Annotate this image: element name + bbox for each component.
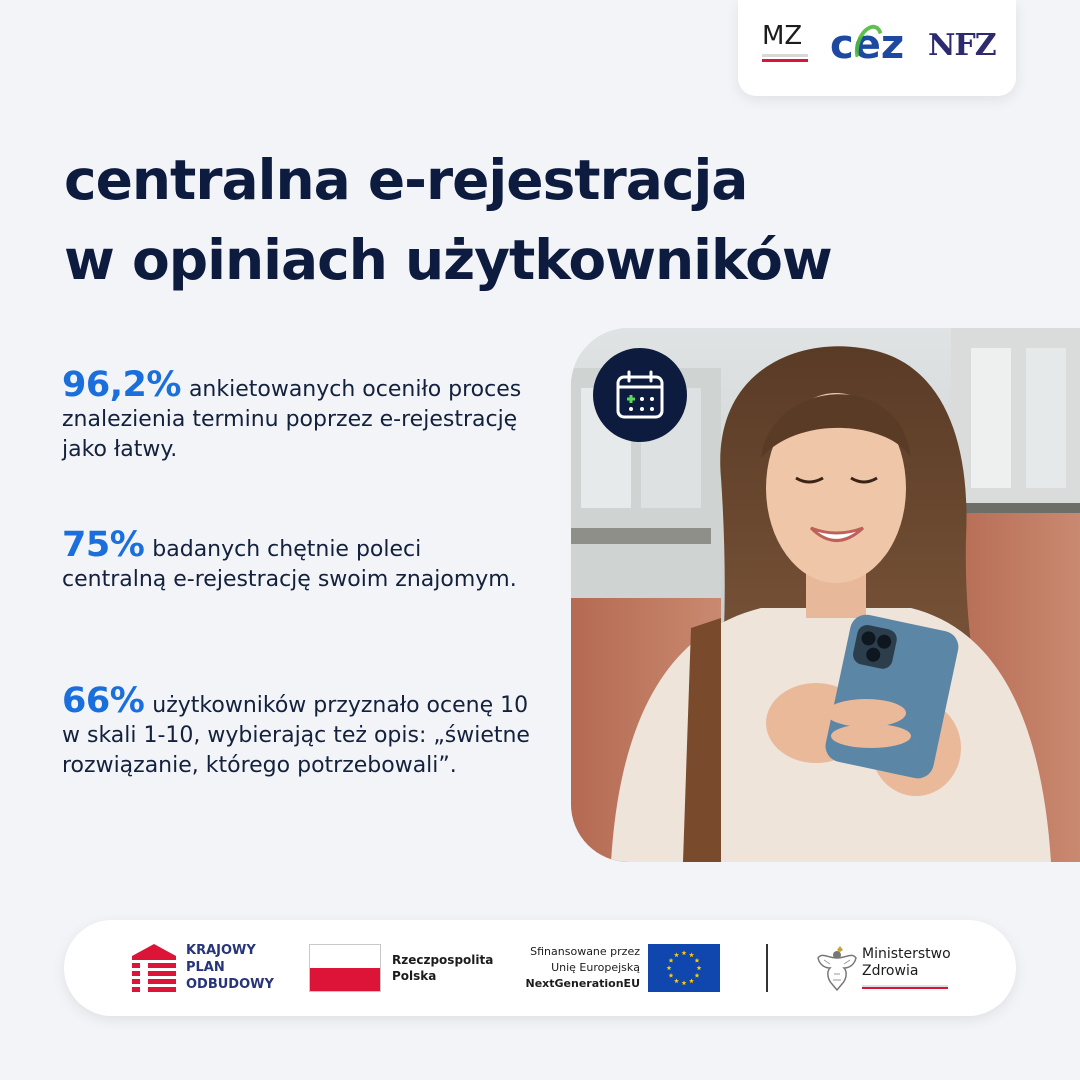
footer-divider xyxy=(766,944,768,992)
eu-star xyxy=(681,950,687,956)
mz-logo: MZ xyxy=(762,22,808,74)
calendar-plus-icon xyxy=(593,348,687,442)
page-title: centralna e-rejestracja w opiniach użytk… xyxy=(64,140,1024,300)
kpo-logo-text: KRAJOWY PLAN ODBUDOWY xyxy=(186,943,274,992)
cez-logo: cez xyxy=(830,20,905,70)
kpo-logo-icon xyxy=(132,944,176,992)
eu-star xyxy=(689,978,694,984)
ministry-label: Ministerstwo Zdrowia xyxy=(862,946,951,979)
eu-star xyxy=(681,980,687,986)
eu-star xyxy=(689,952,694,958)
eu-star xyxy=(668,957,674,963)
stat-item: 96,2% ankietowanych oceniło proces znalez… xyxy=(62,368,532,465)
eu-star xyxy=(668,972,674,978)
title-line-1: centralna e-rejestracja xyxy=(64,148,748,212)
stat-value: 66% xyxy=(62,681,145,721)
nfz-logo: NFZ xyxy=(928,28,997,63)
eu-star xyxy=(694,972,700,978)
eu-flag-icon xyxy=(648,944,720,992)
eu-star xyxy=(666,965,672,971)
title-line-2: w opiniach użytkowników xyxy=(64,228,833,292)
eu-star xyxy=(694,957,700,963)
rzeczpospolita-label: Rzeczpospolita Polska xyxy=(392,953,494,983)
woman-with-phone-photo xyxy=(571,328,1080,862)
stat-value: 75% xyxy=(62,525,145,565)
funding-footer: KRAJOWY PLAN ODBUDOWY Rzeczpospolita Pol… xyxy=(64,920,1016,1016)
eu-star xyxy=(696,965,702,971)
eu-funding-label: Sfinansowane przez Unię Europejską NextG… xyxy=(525,945,640,990)
eu-star xyxy=(674,978,679,984)
photo-illustration xyxy=(571,328,1080,862)
ministry-flag-bar xyxy=(862,985,948,989)
polish-eagle-icon xyxy=(817,946,857,992)
stat-text: badanych chętnie poleci centralną e-reje… xyxy=(62,537,517,592)
stat-value: 96,2% xyxy=(62,365,181,405)
stat-text: użytkowników przyznało ocenę 10 w skali … xyxy=(62,693,530,778)
partner-logos-card: MZ cez NFZ xyxy=(738,0,1016,96)
polish-flag-icon xyxy=(309,944,381,992)
stat-item: 75% badanych chętnie poleci centralną e-r… xyxy=(62,528,532,595)
eu-star xyxy=(674,952,679,958)
stat-item: 66% użytkowników przyznało ocenę 10 w ska… xyxy=(62,684,532,781)
stat-text: ankietowanych oceniło proces znalezienia… xyxy=(62,377,522,462)
